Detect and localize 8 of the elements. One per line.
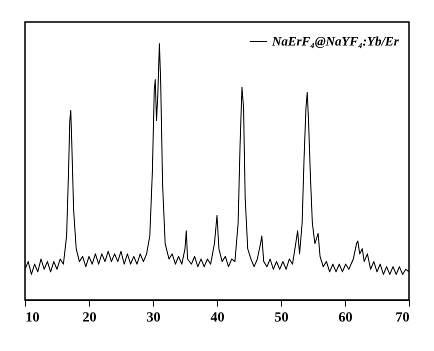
x-tick-label: 40 xyxy=(210,310,224,326)
x-tick-label: 10 xyxy=(26,310,40,326)
legend-label: NaErF₄@NaYF₄:Yb/Er xyxy=(271,34,400,48)
x-tick-label: 30 xyxy=(146,310,160,326)
x-tick-label: 70 xyxy=(396,310,410,326)
x-tick-label: 50 xyxy=(274,310,288,326)
x-tick-label: 60 xyxy=(338,310,352,326)
x-tick-label: 20 xyxy=(82,310,96,326)
